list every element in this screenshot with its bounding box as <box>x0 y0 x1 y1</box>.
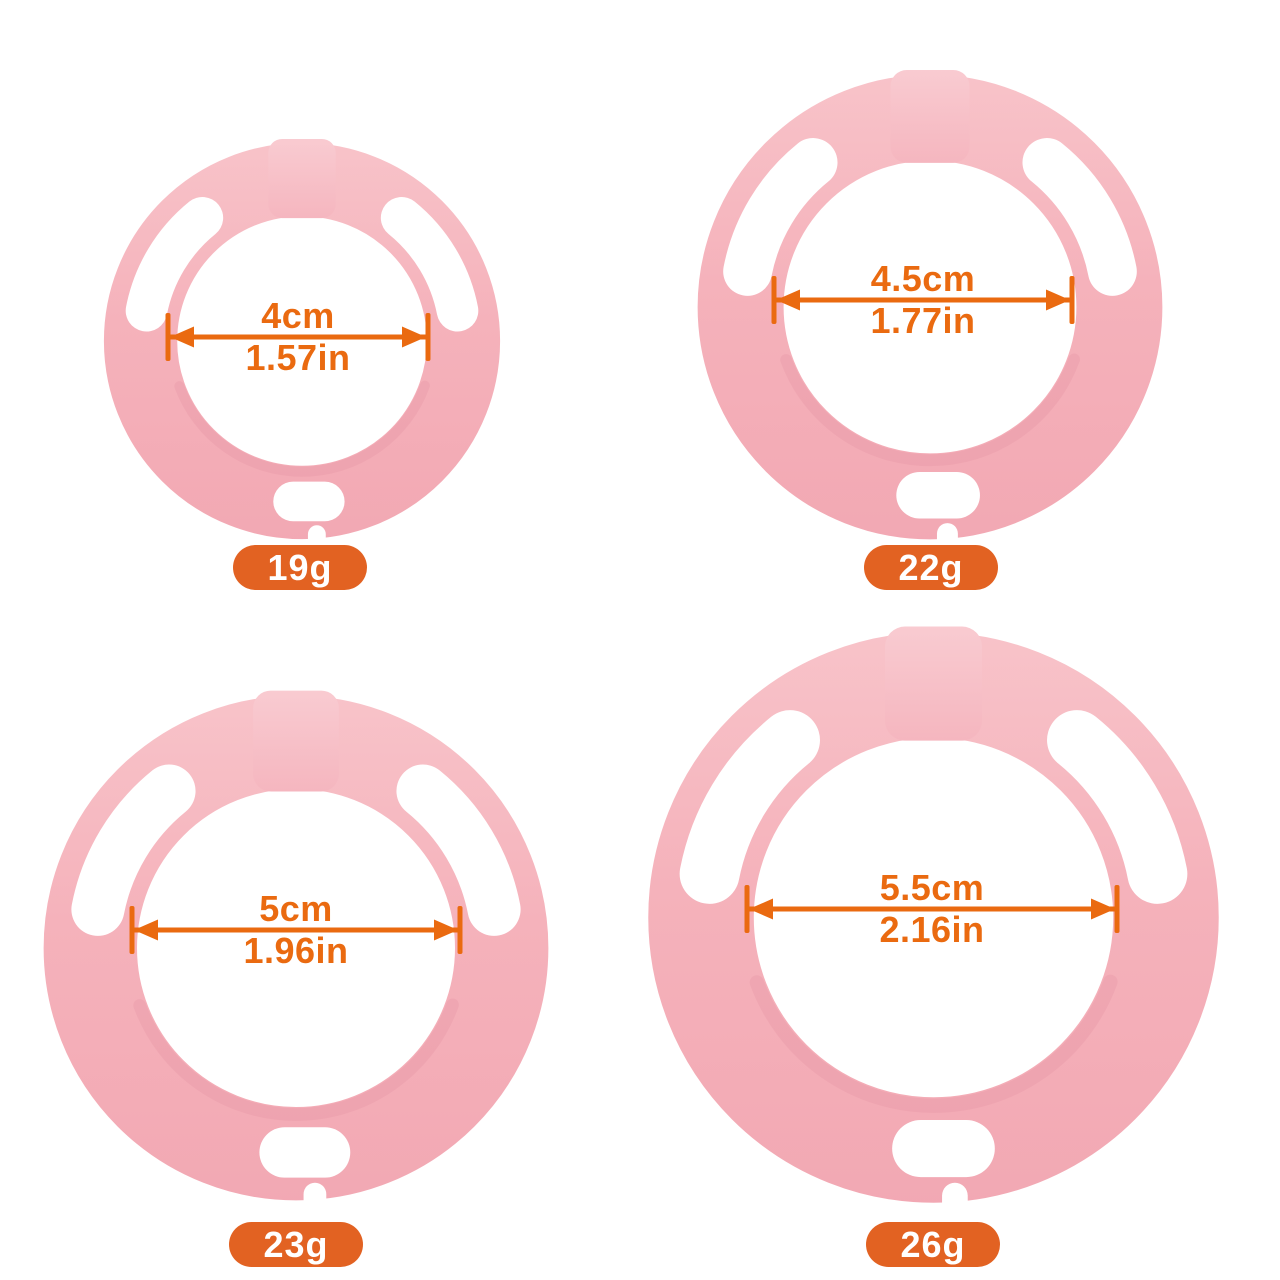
diameter-inch-label-size-2: 1.77in <box>870 300 976 341</box>
weight-badge-size-1: 19g <box>233 545 367 590</box>
diameter-cm-label-size-2: 4.5cm <box>870 258 976 299</box>
diameter-arrow-size-2 <box>771 276 1075 324</box>
diameter-inch-label-size-1: 1.57in <box>245 337 351 378</box>
weight-badge-size-4: 26g <box>866 1222 1000 1267</box>
diameter-cm-label-size-3: 5cm <box>259 888 333 929</box>
diameter-cm-label-size-4: 5.5cm <box>879 867 985 908</box>
diameter-arrow-size-4 <box>744 885 1120 933</box>
diameter-cm-label-size-1: 4cm <box>261 295 335 336</box>
diameter-arrow-size-1 <box>165 313 431 361</box>
diameter-inch-label-size-4: 2.16in <box>879 909 985 950</box>
weight-badge-size-2: 22g <box>864 545 998 590</box>
diameter-arrow-size-3 <box>129 906 463 954</box>
diameter-inch-label-size-3: 1.96in <box>243 930 349 971</box>
weight-badge-size-3: 23g <box>229 1222 363 1267</box>
